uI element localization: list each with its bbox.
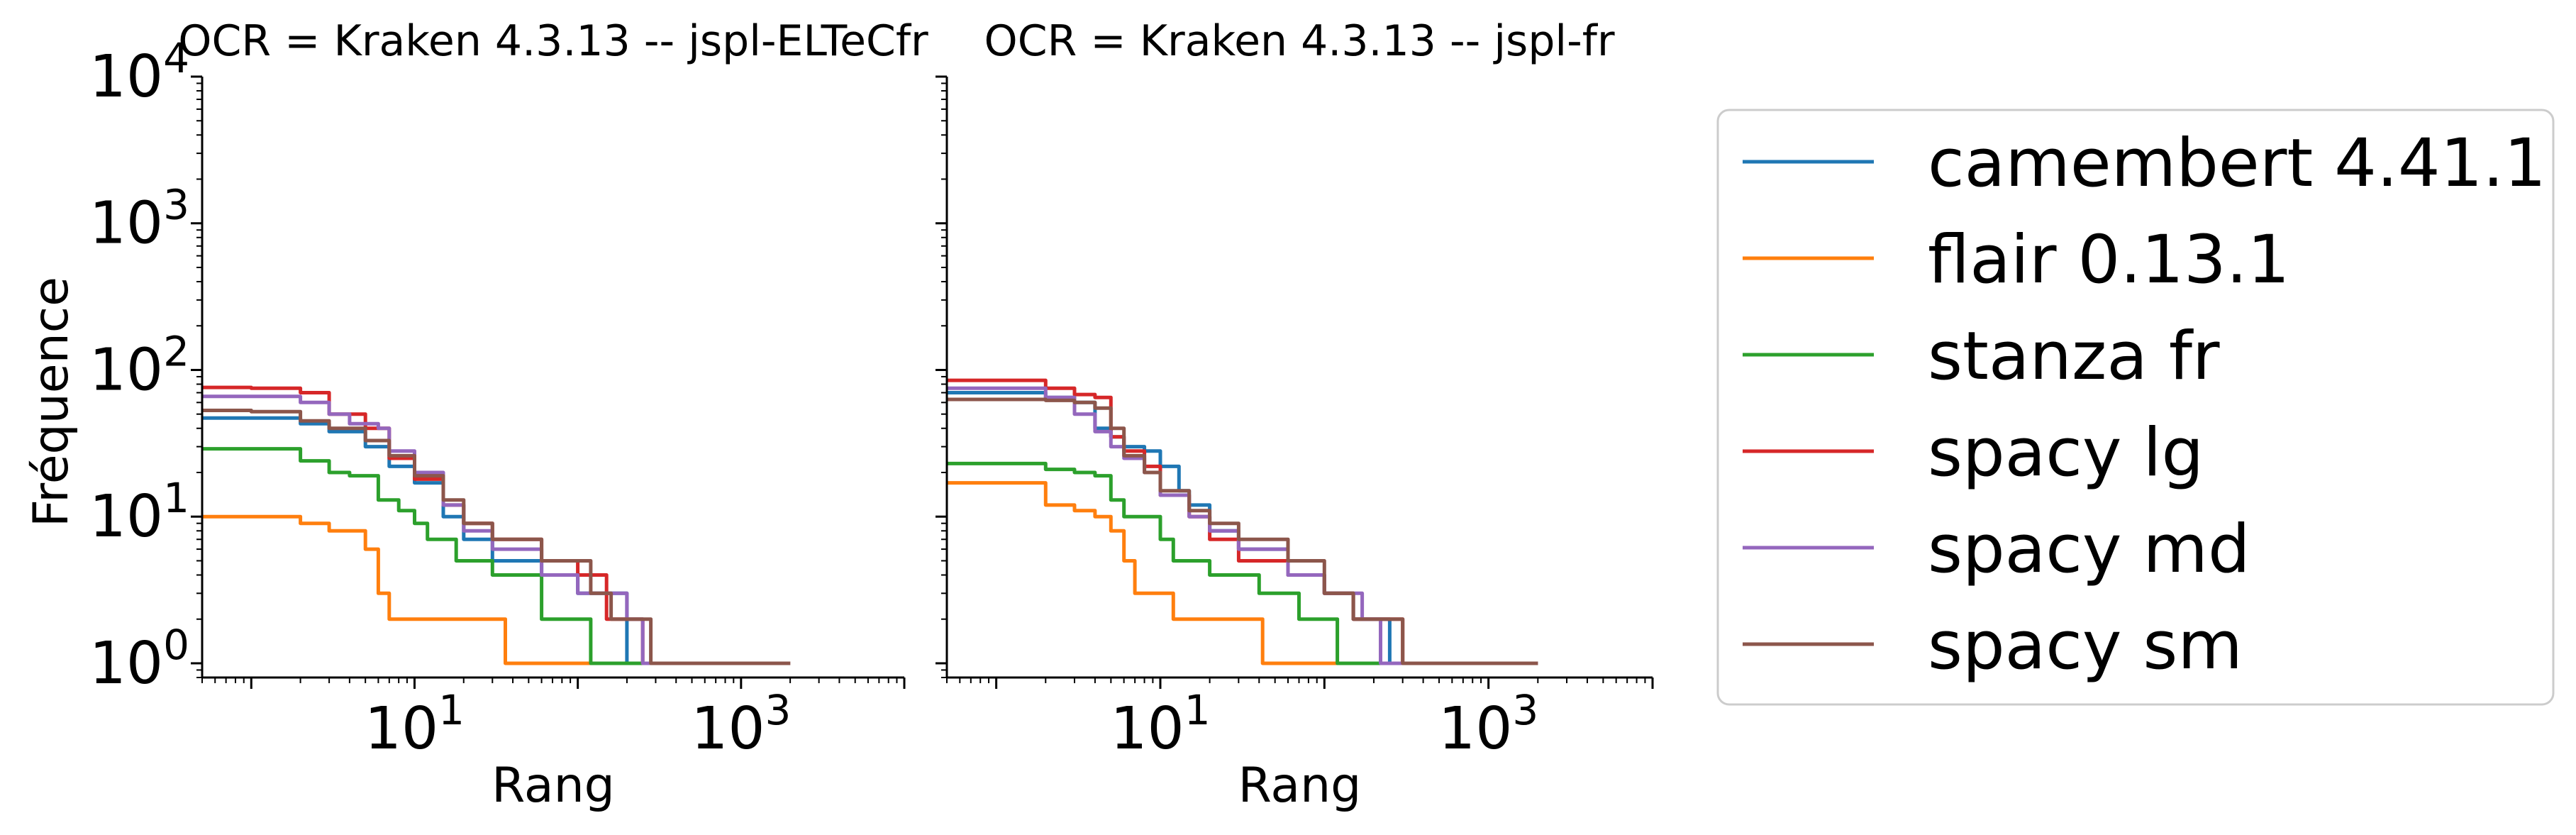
legend-frame [1716,109,2555,706]
series-line-stanza-fr [947,461,1538,665]
legend-label: spacy md [1928,511,2250,588]
x-axis-label: Rang [1238,758,1362,814]
legend-label: flair 0.13.1 [1928,221,2289,299]
series-line-spacy-md [202,394,791,665]
series-line-stanza-fr [202,447,791,665]
panel-title: OCR = Kraken 4.3.13 -- jspl-ELTeCfr [178,16,928,66]
series-line-spacy-sm [202,409,791,665]
legend: camembert 4.41.1 flair 0.13.1 stanza fr spa… [1716,109,2555,706]
x-tick-label: 101 [1110,686,1210,763]
legend-item-spacy-sm: spacy sm [1743,607,2243,685]
panels-layer: OCR = Kraken 4.3.13 -- jspl-ELTeCfr 100 10… [23,16,1654,814]
legend-item-stanza-fr: stanza fr [1743,318,2220,395]
x-tick-label: 101 [365,686,465,763]
y-tick-label: 101 [89,474,189,551]
legend-item-flair-0-13-1: flair 0.13.1 [1743,221,2289,299]
series-line-spacy-lg [202,385,791,665]
panel-title: OCR = Kraken 4.3.13 -- jspl-fr [984,16,1614,66]
legend-label: camembert 4.41.1 [1928,125,2546,202]
y-tick-label: 104 [89,34,189,111]
legend-item-spacy-lg: spacy lg [1743,414,2204,492]
series-line-flair-0-13-1 [202,514,791,665]
y-tick-label: 102 [89,327,189,404]
series-line-flair-0-13-1 [947,481,1538,665]
y-axis-label: Fréquence [23,277,79,527]
legend-label: spacy lg [1928,414,2204,492]
legend-item-spacy-md: spacy md [1743,511,2250,588]
x-axis-label: Rang [492,758,615,814]
legend-label: stanza fr [1928,318,2220,395]
series-line-spacy-md [947,386,1538,665]
legend-label: spacy sm [1928,607,2243,685]
panel-2: OCR = Kraken 4.3.13 -- jspl-fr 101 103 Rang [936,16,1654,814]
y-tick-label: 100 [89,621,189,697]
x-tick-label: 103 [1438,686,1538,763]
y-tick-label: 103 [89,181,189,258]
x-tick-label: 103 [691,686,791,763]
legend-item-camembert-4-41-1: camembert 4.41.1 [1743,125,2546,202]
series-line-camembert-4-41-1 [947,391,1538,665]
panel-1: OCR = Kraken 4.3.13 -- jspl-ELTeCfr 100 10… [23,16,928,814]
series-line-spacy-sm [947,397,1538,665]
